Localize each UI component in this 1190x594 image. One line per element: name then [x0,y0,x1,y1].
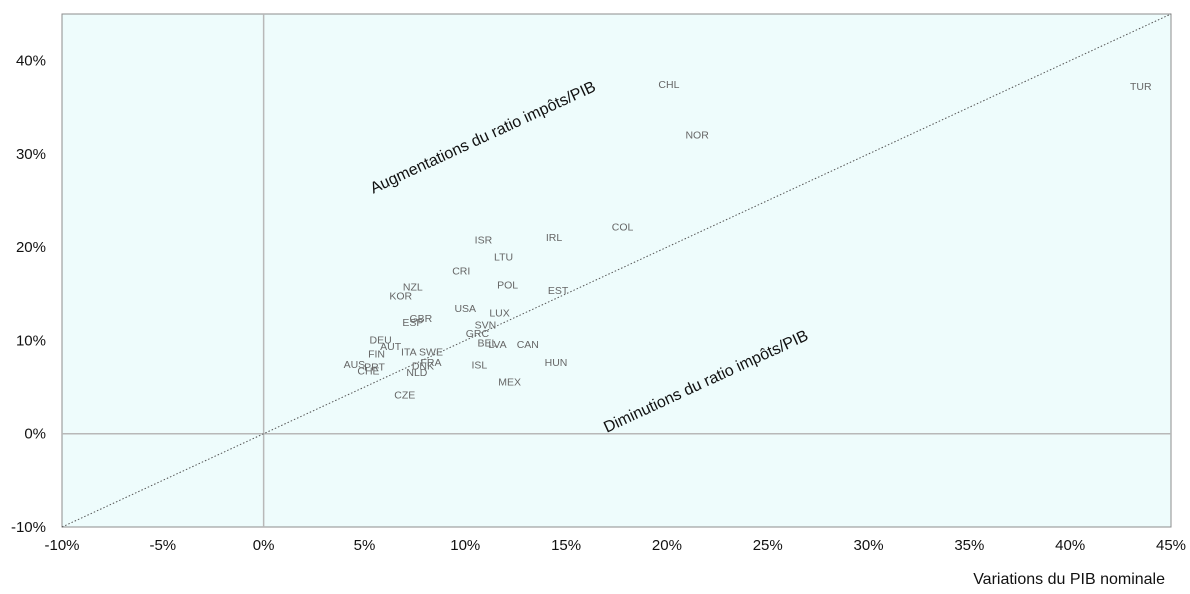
x-tick-label: 15% [551,537,581,554]
point-label-kor: KOR [389,291,412,303]
x-axis-tick-labels: -10% -5% 0% 5% 10% 15% 20% 25% 30% 35% 40% 45% [44,537,1186,554]
point-label-fin: FIN [368,349,385,361]
point-label-cri: CRI [452,266,470,278]
y-axis-tick-labels: -10% 0% 10% 20% 30% 40% [11,53,46,536]
point-label-pol: POL [497,279,518,291]
y-tick-label: 20% [16,239,46,256]
point-label-ltu: LTU [494,252,513,264]
x-tick-label: 0% [253,537,275,554]
x-tick-label: 40% [1055,537,1085,554]
point-label-aus: AUS [344,359,366,371]
point-label-bel: BEL [478,337,498,349]
point-label-isl: ISL [472,360,488,372]
x-tick-label: 35% [954,537,984,554]
point-label-fra: FRA [420,357,441,369]
point-label-mex: MEX [498,376,521,388]
x-axis-label: Variations du PIB nominale [973,571,1165,588]
point-label-can: CAN [517,339,539,351]
point-label-grc: GRC [466,328,490,340]
point-label-irl: IRL [546,232,563,244]
point-label-nor: NOR [685,129,709,141]
y-tick-label: 0% [24,426,46,443]
y-tick-label: 30% [16,146,46,163]
point-label-usa: USA [454,303,476,315]
point-label-svn: SVN [475,320,497,332]
point-label-swe: SWE [419,347,443,359]
point-label-est: EST [548,285,569,297]
point-label-col: COL [612,222,634,234]
zero-axes [62,14,1171,527]
point-label-deu: DEU [369,335,391,347]
point-label-gbr: GBR [410,313,433,325]
point-label-isr: ISR [475,235,493,247]
point-label-cze: CZE [394,390,415,402]
x-tick-label: -10% [44,537,79,554]
y-tick-label: 40% [16,53,46,70]
point-label-chl: CHL [658,79,679,91]
point-label-ita: ITA [401,347,417,359]
point-label-hun: HUN [545,357,568,369]
point-label-lva: LVA [488,339,506,351]
point-label-nzl: NZL [403,281,423,293]
point-label-nld: NLD [406,367,427,379]
point-label-prt: PRT [364,362,385,374]
y-tick-label: -10% [11,519,46,536]
x-tick-label: 25% [753,537,783,554]
x-tick-label: 45% [1156,537,1186,554]
point-label-dnk: DNK [412,361,434,373]
x-tick-label: 5% [354,537,376,554]
reference-line-45deg [61,13,1172,528]
point-label-che: CHE [357,365,379,377]
point-label-aut: AUT [380,341,402,353]
point-label-lux: LUX [489,307,509,319]
x-tick-label: -5% [149,537,176,554]
point-label-esp: ESP [402,317,423,329]
y-tick-label: 10% [16,332,46,349]
point-label-tur: TUR [1130,81,1152,93]
x-tick-label: 30% [854,537,884,554]
x-tick-label: 20% [652,537,682,554]
x-tick-label: 10% [450,537,480,554]
